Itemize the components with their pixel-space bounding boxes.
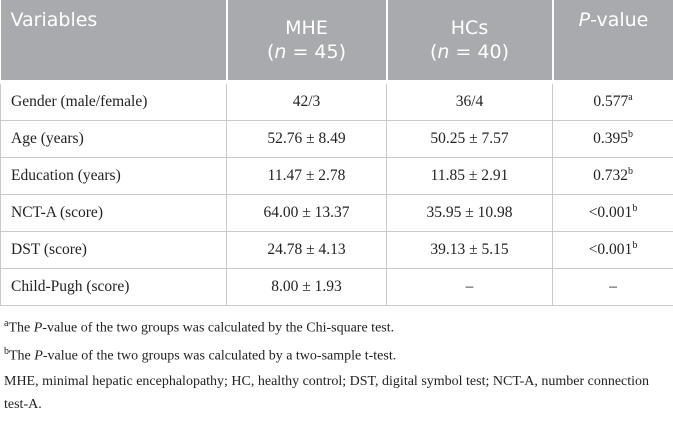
table-row: Gender (male/female) 42/3 36/4 0.577a xyxy=(0,81,673,121)
cell-text: Education (years) xyxy=(11,167,121,184)
cell-text: 36/4 xyxy=(455,93,484,110)
cell-text: 0.732 xyxy=(593,167,628,185)
table-cell: – xyxy=(386,268,553,306)
header-text: -value xyxy=(590,9,649,31)
table-cell: Gender (male/female) xyxy=(0,81,227,121)
table-row: Age (years) 52.76 ± 8.49 50.25 ± 7.57 0.395… xyxy=(0,120,673,158)
footnote-text: P xyxy=(33,320,43,336)
header-cell: MHE (n = 45) xyxy=(226,0,388,84)
table-row: NCT-A (score) 64.00 ± 13.37 35.95 ± 10.98 <… xyxy=(0,194,673,232)
header-text: = 40) xyxy=(449,41,510,63)
cell-text: <0.001 xyxy=(588,204,633,222)
cell-text: 11.47 ± 2.78 xyxy=(267,167,346,184)
footnote-text: The xyxy=(9,348,35,364)
cell-text: Age (years) xyxy=(11,130,84,147)
cell-text: 8.00 ± 1.93 xyxy=(271,278,342,295)
table-header: Variables MHE (n = 45) HCs (n = 40) P-valu… xyxy=(0,0,673,84)
table-cell: – xyxy=(552,268,673,306)
cell-text: – xyxy=(609,278,617,295)
superscript: b xyxy=(632,240,638,252)
table-cell: 35.95 ± 10.98 xyxy=(386,194,553,232)
header-cell: P-value xyxy=(552,0,673,84)
table-cell: 50.25 ± 7.57 xyxy=(386,120,553,158)
cell-text: 50.25 ± 7.57 xyxy=(430,130,509,147)
footnote-text: P xyxy=(34,348,43,364)
table-cell: <0.001b xyxy=(552,194,673,232)
cell-text: NCT-A (score) xyxy=(11,204,103,221)
cell-text: 11.85 ± 2.91 xyxy=(430,167,509,184)
cell-text: 64.00 ± 13.37 xyxy=(263,204,350,221)
table-cell: Child-Pugh (score) xyxy=(0,268,227,306)
header-cell: HCs (n = 40) xyxy=(386,0,554,84)
header-text: ( xyxy=(266,41,275,63)
notes: MHE, minimal hepatic encephalopathy; HC,… xyxy=(4,374,650,413)
cell-text: DST (score) xyxy=(11,241,87,258)
header-text: ( xyxy=(429,41,438,63)
table-cell: 11.47 ± 2.78 xyxy=(226,157,387,195)
cell-text: 52.76 ± 8.49 xyxy=(267,130,346,147)
table-row: DST (score) 24.78 ± 4.13 39.13 ± 5.15 <0.00… xyxy=(0,231,673,269)
cell-text: – xyxy=(465,278,474,295)
table-cell: 64.00 ± 13.37 xyxy=(226,194,387,232)
table-cell: DST (score) xyxy=(0,231,227,269)
cell-text: 0.577 xyxy=(593,93,629,111)
cell-text: <0.001 xyxy=(588,241,633,259)
cell-text: Gender (male/female) xyxy=(11,93,148,110)
cell-text: Child-Pugh (score) xyxy=(11,278,130,295)
cell-text: 0.395 xyxy=(593,130,628,148)
superscript: b xyxy=(632,203,638,215)
header-cell: Variables xyxy=(0,0,228,84)
cell-text: 24.78 ± 4.13 xyxy=(267,241,346,258)
cell-text: 35.95 ± 10.98 xyxy=(426,204,513,221)
cell-text: 42/3 xyxy=(292,93,321,110)
table-cell: 0.577a xyxy=(552,81,673,121)
superscript: b xyxy=(627,166,633,178)
table-cell: Education (years) xyxy=(0,157,227,195)
table-cell: <0.001b xyxy=(552,231,673,269)
header-text: HCs xyxy=(450,17,489,39)
header-text: P xyxy=(578,9,591,31)
header-text: n xyxy=(274,41,287,63)
table-body: Gender (male/female) 42/3 36/4 0.577a Age (y… xyxy=(0,81,673,306)
footnote-mark: a xyxy=(4,318,9,329)
table-cell: 11.85 ± 2.91 xyxy=(386,157,553,195)
table-cell: 24.78 ± 4.13 xyxy=(226,231,387,269)
table-cell: 0.395b xyxy=(552,120,673,158)
data-table: Variables MHE (n = 45) HCs (n = 40) P-valu… xyxy=(0,0,673,306)
table-cell: 42/3 xyxy=(226,81,387,121)
superscript: a xyxy=(628,92,633,104)
footnote-mark: b xyxy=(4,345,9,357)
header-text: = 45) xyxy=(286,41,347,63)
table-cell: NCT-A (score) xyxy=(0,194,227,232)
table-row: Education (years) 11.47 ± 2.78 11.85 ± 2.9… xyxy=(0,157,673,195)
table-cell: 52.76 ± 8.49 xyxy=(226,120,387,158)
table-cell: Age (years) xyxy=(0,120,227,158)
footnote: bThe P-value of the two groups was calcu… xyxy=(4,340,669,368)
footnotes: aThe P-value of the two groups was calcu… xyxy=(0,306,673,416)
footnote-text: -value of the two groups was calculated … xyxy=(42,320,395,336)
table-cell: 36/4 xyxy=(386,81,553,121)
footnote-text: The xyxy=(8,320,34,336)
table-cell: 39.13 ± 5.15 xyxy=(386,231,553,269)
footnote: aThe P-value of the two groups was calcu… xyxy=(4,312,669,340)
footnote-text: -value of the two groups was calculated … xyxy=(42,348,397,364)
cell-text: 39.13 ± 5.15 xyxy=(430,241,509,258)
table-cell: 8.00 ± 1.93 xyxy=(226,268,387,306)
superscript: b xyxy=(627,129,633,141)
table-cell: 0.732b xyxy=(552,157,673,195)
header-text: n xyxy=(437,41,450,63)
table-row: Child-Pugh (score) 8.00 ± 1.93 – – xyxy=(0,268,673,306)
header-text: MHE xyxy=(285,17,328,39)
header-row: Variables MHE (n = 45) HCs (n = 40) P-valu… xyxy=(0,0,673,84)
